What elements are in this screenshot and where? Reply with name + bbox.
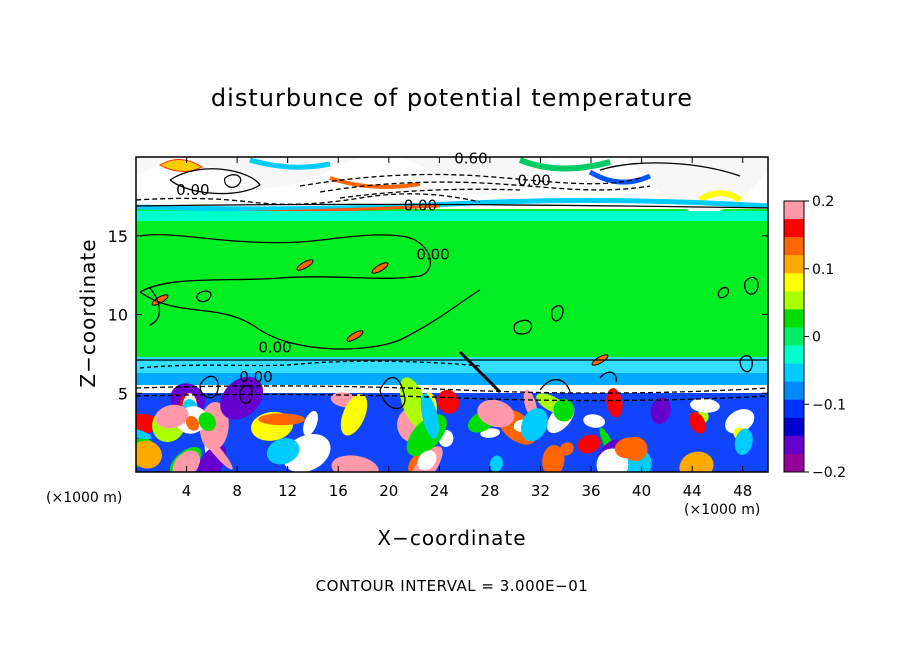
- field-blob: [437, 389, 460, 414]
- field-blob: [198, 412, 216, 431]
- x-axis-label: X−coordinate: [377, 526, 527, 550]
- chart-title: disturbunce of potential temperature: [210, 84, 694, 112]
- field-blob: [725, 409, 755, 434]
- field-blob: [577, 434, 601, 454]
- plot-area: [136, 157, 768, 472]
- x-axis-unit: (×1000 m): [684, 502, 761, 518]
- contour-label: 0.00: [258, 338, 291, 356]
- colorbar-cell: [784, 435, 804, 455]
- x-axis: 4 8 12 16 20 24 28 32 36 40 44 48: [182, 157, 752, 500]
- contour-label: 0.00: [416, 245, 449, 263]
- field-blob: [690, 398, 720, 413]
- colorbar-cell: [784, 291, 804, 310]
- field-blob: [185, 416, 200, 431]
- colorbar-cell: [784, 327, 804, 347]
- y-axis: 5 10 15: [108, 227, 768, 403]
- field-blob: [542, 445, 565, 472]
- contour-interval-note: CONTOUR INTERVAL = 3.000E−01: [315, 577, 589, 595]
- colorbar-cell: [784, 381, 804, 401]
- contour-label: 0.00: [239, 368, 272, 386]
- field-blob: [220, 376, 264, 420]
- field-blob: [266, 438, 300, 465]
- field-blob: [296, 259, 314, 271]
- y-tick-label: 5: [118, 384, 128, 403]
- y-tick-label: 10: [108, 306, 128, 325]
- colorbar-cell: [784, 363, 804, 383]
- y-axis-unit: (×1000 m): [46, 490, 123, 506]
- field-blob: [155, 404, 189, 429]
- colorbar-cell: [784, 453, 804, 473]
- contour-label: 0.00: [517, 171, 550, 189]
- x-tick-label: 16: [329, 482, 348, 500]
- x-tick-label: 48: [733, 482, 752, 500]
- field-blob: [614, 437, 644, 459]
- field-blob: [583, 414, 606, 428]
- x-tick-label: 20: [379, 482, 398, 500]
- colorbar-cell: [784, 219, 804, 238]
- colorbar-tick-label: −0.2: [812, 465, 846, 481]
- colorbar-cell: [784, 345, 804, 365]
- field-blob: [340, 393, 368, 436]
- field-blob: [477, 399, 515, 428]
- y-tick-label: 15: [108, 227, 128, 246]
- colorbar-cell: [784, 201, 804, 220]
- field-blob: [480, 428, 501, 438]
- contour-lines: [136, 162, 768, 409]
- colorbar-tick-label: 0.2: [812, 194, 834, 210]
- x-tick-label: 32: [531, 482, 550, 500]
- colorbar-tick-label: 0: [812, 330, 821, 346]
- colorbar: 0.2 0.1 0 −0.1 −0.2: [783, 194, 846, 481]
- field-blob: [734, 428, 753, 456]
- colorbar-cell: [784, 255, 804, 274]
- field-blob: [331, 455, 379, 472]
- x-tick-label: 40: [632, 482, 651, 500]
- field-blob: [679, 451, 714, 472]
- contour-label: 0.00: [404, 197, 437, 215]
- field-blob: [553, 398, 575, 422]
- colorbar-tick-label: 0.1: [812, 262, 834, 278]
- field-blob: [606, 388, 623, 418]
- field-blob: [559, 442, 574, 456]
- field-blob: [417, 450, 437, 471]
- field-blob: [689, 412, 706, 434]
- contour-labels: 0.60 0.00 0.00 0.00 0.00 0.00 0.00: [176, 149, 551, 386]
- contour-label: 0.00: [176, 181, 209, 199]
- field-blob: [258, 413, 305, 426]
- contour-label: 0.60: [454, 149, 487, 167]
- field-blob: [650, 397, 671, 425]
- colorbar-cell: [784, 237, 804, 256]
- field-blob: [136, 413, 160, 435]
- field-blob: [371, 262, 389, 274]
- x-tick-label: 4: [182, 482, 192, 500]
- colorbar-cell: [784, 417, 804, 437]
- x-tick-label: 8: [232, 482, 242, 500]
- field-blob: [346, 330, 364, 342]
- colorbar-cell: [784, 309, 804, 328]
- field-blob: [520, 408, 549, 442]
- x-tick-label: 44: [683, 482, 702, 500]
- x-tick-label: 24: [430, 482, 449, 500]
- field-blob: [136, 440, 162, 469]
- field-blob: [420, 393, 439, 439]
- field-blob: [489, 455, 503, 472]
- colorbar-cell: [784, 273, 804, 292]
- colorbar-cell: [784, 399, 804, 419]
- field-blob: [303, 410, 318, 436]
- x-tick-label: 28: [480, 482, 499, 500]
- x-tick-label: 36: [581, 482, 600, 500]
- x-tick-label: 12: [278, 482, 297, 500]
- colorbar-tick-label: −0.1: [812, 397, 846, 413]
